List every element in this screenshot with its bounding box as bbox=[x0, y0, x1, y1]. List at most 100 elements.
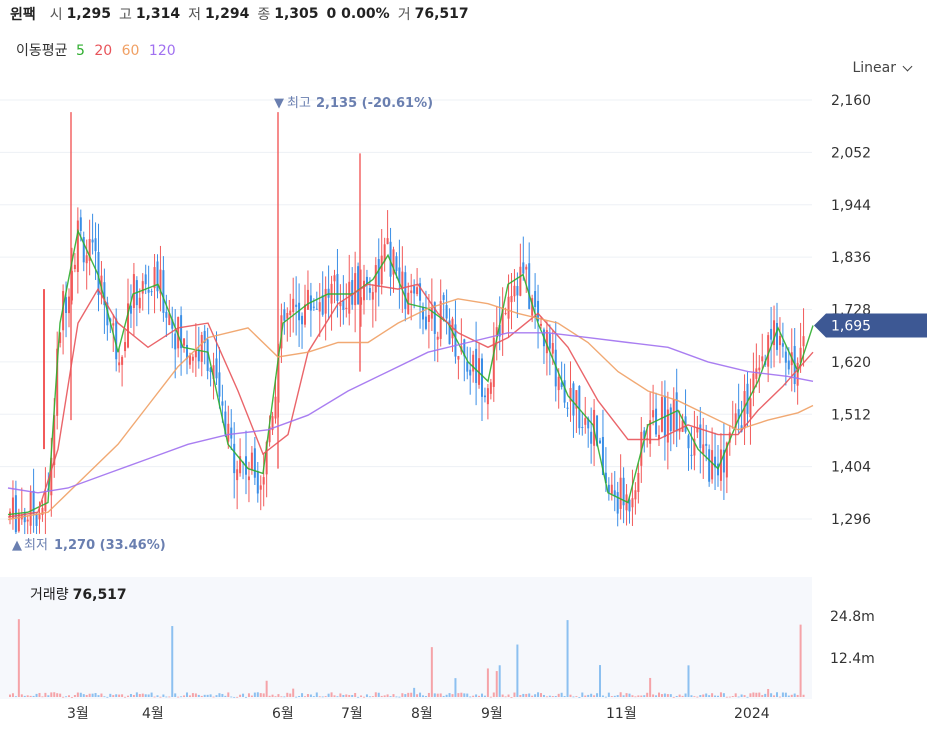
volume-bar bbox=[304, 696, 306, 698]
volume-bar bbox=[44, 692, 47, 697]
volume-bar bbox=[342, 694, 345, 697]
scale-dropdown[interactable]: Linear bbox=[852, 60, 913, 76]
candle-body bbox=[88, 238, 91, 261]
volume-bar bbox=[354, 693, 357, 697]
ma-legend: 이동평균 5 20 60 120 bbox=[16, 40, 181, 60]
candle-body bbox=[371, 292, 374, 300]
volume-bar bbox=[684, 693, 687, 697]
candle-body bbox=[321, 295, 324, 315]
candle-body bbox=[389, 241, 392, 277]
volume-bar bbox=[138, 694, 141, 697]
candle-body bbox=[734, 413, 737, 428]
volume-bar bbox=[708, 695, 711, 697]
volume-bar bbox=[180, 696, 183, 698]
ma-legend-120[interactable]: 120 bbox=[148, 43, 176, 59]
candle-body bbox=[168, 313, 171, 326]
low-value: 1,270 (33.46%) bbox=[54, 538, 166, 553]
volume-bar bbox=[430, 647, 433, 697]
volume-bar bbox=[451, 694, 454, 697]
candle-body bbox=[212, 365, 215, 380]
volume-bar bbox=[227, 692, 230, 697]
volume-bar bbox=[404, 694, 407, 697]
candle-body bbox=[141, 281, 144, 294]
volume-bar bbox=[124, 696, 127, 698]
candle-body bbox=[596, 415, 599, 446]
candle-body bbox=[590, 431, 593, 444]
volume-bar bbox=[714, 695, 717, 697]
moving-averages bbox=[7, 228, 814, 521]
volume-bar bbox=[681, 695, 684, 697]
candle-body bbox=[731, 427, 734, 429]
volume-bar bbox=[298, 695, 301, 697]
candle-body bbox=[622, 477, 625, 506]
candle-body bbox=[82, 237, 85, 263]
time-axis: 3월 4월 6월 7월 8월 9월 11월 2024 bbox=[67, 706, 770, 722]
volume-bar bbox=[637, 695, 640, 697]
open-label: 시 bbox=[49, 7, 63, 23]
candle-body bbox=[513, 285, 516, 297]
candle-body bbox=[159, 269, 162, 294]
ma-legend-5[interactable]: 5 bbox=[75, 43, 85, 59]
candle-body bbox=[796, 362, 799, 386]
candle-body bbox=[106, 302, 109, 326]
candle-body bbox=[475, 348, 478, 383]
volume-bar bbox=[652, 694, 655, 697]
volume-bar bbox=[489, 696, 492, 698]
candle-body bbox=[53, 415, 56, 465]
candle-body bbox=[239, 456, 242, 474]
stock-name: 윈팩 bbox=[10, 7, 36, 23]
candle-body bbox=[628, 499, 631, 512]
volume-bar bbox=[522, 693, 525, 697]
candle-body bbox=[631, 498, 634, 508]
volume-bar bbox=[439, 693, 442, 697]
volume-bar bbox=[141, 693, 144, 697]
volume-bar bbox=[186, 692, 188, 697]
volume-label: 거 bbox=[397, 7, 411, 23]
candle-body bbox=[380, 255, 383, 285]
candle-body bbox=[100, 275, 103, 292]
volume-tick-mid: 12.4m bbox=[830, 651, 875, 667]
ma-legend-20[interactable]: 20 bbox=[94, 43, 113, 59]
x-label-nov: 11월 bbox=[606, 706, 637, 722]
volume-bar bbox=[781, 692, 784, 697]
volume-bar bbox=[230, 696, 233, 698]
volume-bar bbox=[377, 692, 380, 697]
volume-bar bbox=[675, 695, 678, 697]
volume-bar bbox=[171, 626, 174, 697]
candle-body bbox=[569, 387, 572, 402]
volume-bar bbox=[776, 692, 778, 697]
candle-body bbox=[115, 318, 118, 360]
volume-bar bbox=[796, 694, 799, 697]
volume-bar bbox=[548, 695, 551, 697]
volume-bar bbox=[41, 696, 44, 698]
volume-bar bbox=[575, 696, 578, 697]
volume-bar bbox=[65, 696, 68, 698]
candle-body bbox=[616, 492, 619, 514]
candle-body bbox=[363, 280, 365, 301]
volume-bar bbox=[32, 695, 35, 697]
volume-bar bbox=[150, 692, 153, 697]
volume-bar bbox=[188, 695, 191, 697]
volume-bar bbox=[250, 695, 253, 697]
candle-body bbox=[398, 267, 401, 284]
candle-body bbox=[575, 390, 578, 409]
candles bbox=[9, 112, 805, 535]
volume-bar bbox=[360, 695, 363, 697]
price-tick-label: 1,296 bbox=[831, 512, 871, 528]
candle-body bbox=[776, 322, 778, 350]
candle-body bbox=[336, 274, 339, 301]
volume-bar bbox=[581, 692, 584, 697]
volume-bar bbox=[289, 693, 292, 697]
ma-legend-60[interactable]: 60 bbox=[121, 43, 140, 59]
candle-body bbox=[551, 343, 554, 354]
volume-bar bbox=[91, 693, 94, 697]
candle-body bbox=[112, 323, 115, 326]
candle-body bbox=[395, 256, 398, 271]
candle-body bbox=[755, 368, 758, 379]
volume-bar bbox=[578, 696, 581, 698]
volume-bar bbox=[11, 693, 14, 697]
volume-bar bbox=[433, 693, 436, 697]
volume-bar bbox=[460, 692, 463, 697]
candle-body bbox=[660, 396, 663, 432]
